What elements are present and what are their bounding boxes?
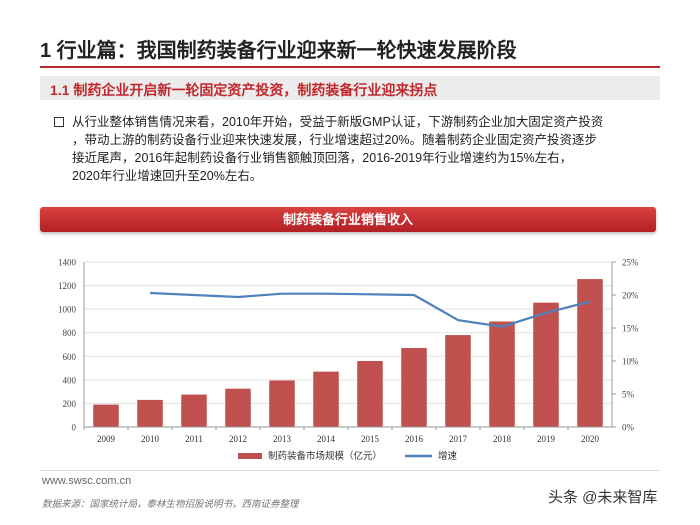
bar [225, 388, 251, 427]
bullet-square-icon [54, 117, 64, 127]
slide-title: 1 行业篇：我国制药装备行业迎来新一轮快速发展阶段 [40, 40, 517, 62]
x-tick-label: 2009 [97, 434, 116, 444]
chart-title: 制药装备行业销售收入 [282, 212, 413, 227]
body-line: ，带动上游的制药设备行业迎来快速发展，行业增速超过20%。随着制药企业固定资产投… [72, 133, 598, 147]
y-left-tick-label: 200 [63, 399, 77, 409]
bar [137, 399, 163, 427]
x-tick-label: 2017 [449, 434, 468, 444]
growth-line [149, 291, 591, 328]
bar [357, 361, 383, 427]
section-band [40, 76, 660, 100]
body-line: 2020年行业增速回升至20%左右。 [72, 169, 263, 183]
y-left-tick-label: 800 [63, 328, 77, 338]
body-line: 从行业整体销售情况来看，2010年开始，受益于新版GMP认证，下游制药企业加大固… [72, 115, 604, 129]
y-right-tick-label: 0% [622, 423, 635, 433]
y-left-tick-label: 1000 [58, 305, 77, 315]
bar [445, 335, 471, 427]
footer-divider [40, 470, 660, 471]
x-tick-label: 2019 [537, 434, 556, 444]
y-left-tick-label: 1400 [58, 258, 77, 268]
x-tick-label: 2011 [185, 434, 203, 444]
bar [533, 302, 559, 427]
y-left-tick-label: 400 [63, 375, 77, 385]
y-left-tick-label: 1200 [58, 281, 77, 291]
bar [269, 380, 295, 427]
legend-bar-swatch [238, 453, 262, 459]
sales-chart: 0 200 400 600 800 1000 1200 1400 0% 5% 10% 15% 20% 25… [58, 258, 639, 463]
y-left-tick-label: 600 [63, 352, 77, 362]
x-tick-label: 2016 [405, 434, 424, 444]
legend-bar-label: 制药装备市场规模（亿元） [268, 450, 382, 462]
bar [313, 371, 339, 427]
footer-url[interactable]: www.swsc.com.cn [42, 475, 132, 487]
x-tick-label: 2014 [317, 434, 336, 444]
watermark: 头条 @未来智库 [548, 489, 658, 506]
y-left-tick-label: 0 [72, 423, 77, 433]
bar [489, 321, 515, 427]
y-right-tick-label: 25% [622, 258, 639, 268]
bar [93, 404, 119, 427]
data-source: 数据来源：国家统计局，泰林生物招股说明书，西南证券整理 [42, 499, 299, 510]
section-title: 1.1 制药企业开启新一轮固定资产投资，制药装备行业迎来拐点 [50, 82, 438, 98]
y-right-tick-label: 5% [622, 390, 635, 400]
y-right-tick-label: 15% [622, 324, 639, 334]
body-paragraph: 从行业整体销售情况来看，2010年开始，受益于新版GMP认证，下游制药企业加大固… [72, 113, 662, 185]
x-tick-label: 2020 [581, 434, 600, 444]
bar [401, 348, 427, 427]
body-line: 接近尾声，2016年起制药设备行业销售额触顶回落，2016-2019年行业增速约… [72, 151, 573, 165]
x-tick-label: 2018 [493, 434, 512, 444]
x-tick-label: 2012 [229, 434, 247, 444]
bar [181, 394, 207, 427]
legend-line-label: 增速 [438, 450, 458, 462]
x-tick-label: 2015 [361, 434, 380, 444]
title-divider [40, 66, 660, 68]
y-right-tick-label: 20% [622, 291, 639, 301]
y-right-tick-label: 10% [622, 357, 639, 367]
bar [577, 279, 603, 427]
x-tick-label: 2010 [141, 434, 160, 444]
chart-title-banner: 制药装备行业销售收入 [40, 207, 656, 232]
x-tick-label: 2013 [273, 434, 292, 444]
